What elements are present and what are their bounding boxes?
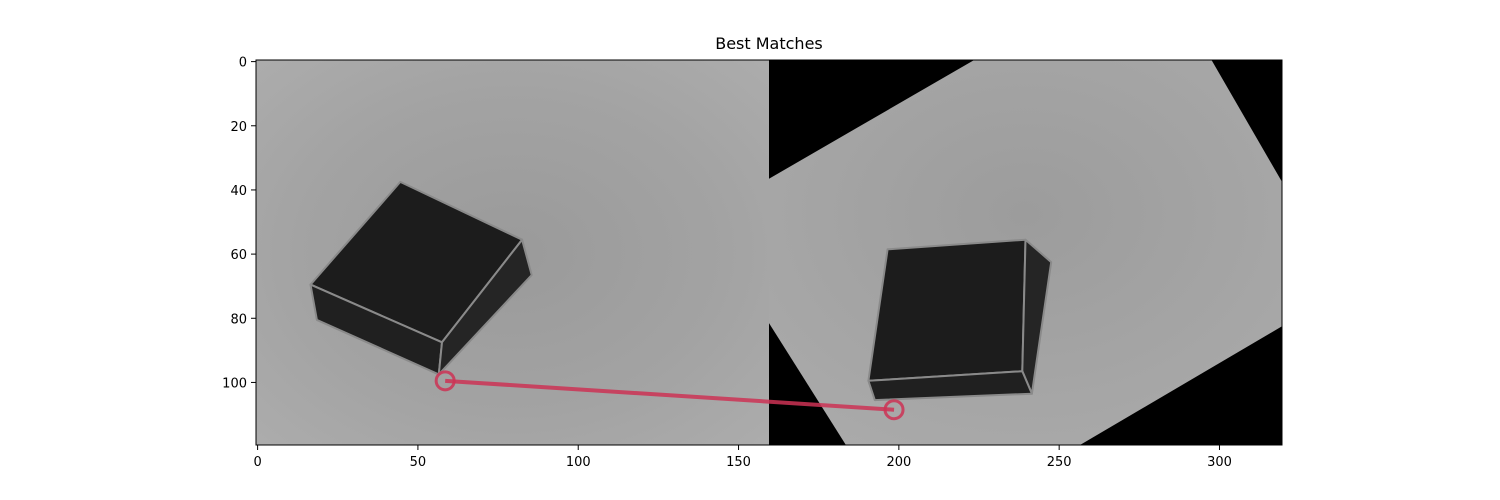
box-side-face-3 xyxy=(437,238,533,376)
x-tick-label: 250 xyxy=(1047,455,1072,470)
black-border-10 xyxy=(769,323,846,445)
x-tick-label: 0 xyxy=(253,455,261,470)
axes-frame xyxy=(255,59,1283,446)
x-tick-label: 200 xyxy=(886,455,911,470)
x-tick-label: 300 xyxy=(1207,455,1232,470)
x-tick-label: 150 xyxy=(726,455,751,470)
box-front-face-6 xyxy=(867,370,1033,402)
match-line-1 xyxy=(445,378,895,412)
y-tick-label: 0 xyxy=(239,56,247,71)
chart-title: Best Matches xyxy=(715,34,823,53)
keypoint-right-1 xyxy=(883,399,905,421)
black-border-8 xyxy=(1211,60,1282,182)
y-tick-label: 100 xyxy=(222,376,247,391)
box-top-face-4 xyxy=(867,238,1027,382)
x-tick-label: 50 xyxy=(410,455,427,470)
keypoint-left-1 xyxy=(434,370,456,392)
y-tick-label: 80 xyxy=(230,312,247,327)
x-tick-label: 100 xyxy=(566,455,591,470)
y-tick-label: 60 xyxy=(230,248,247,263)
black-border-9 xyxy=(1080,326,1282,445)
y-tick-label: 40 xyxy=(230,184,247,199)
y-tick-label: 20 xyxy=(230,120,247,135)
black-border-7 xyxy=(769,60,975,179)
